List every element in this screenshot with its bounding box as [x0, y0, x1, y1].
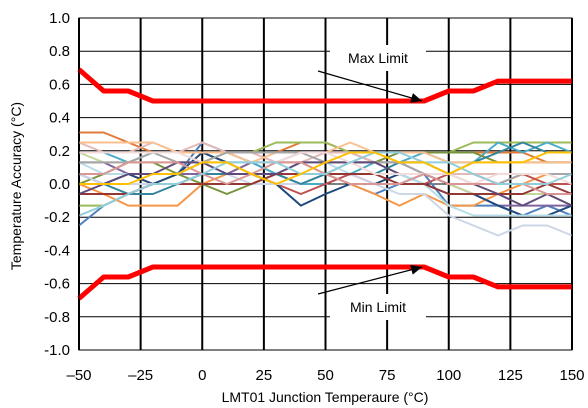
x-tick-label: –50 — [66, 367, 91, 384]
y-tick-label: -0.4 — [44, 242, 70, 259]
y-tick-label: -1.0 — [44, 342, 70, 359]
x-tick-label: 75 — [379, 367, 396, 384]
max-limit-label-box — [330, 45, 426, 71]
min-limit-arrowhead — [410, 264, 423, 275]
plot-area-border — [78, 17, 573, 351]
y-tick-label: 0.2 — [49, 143, 70, 160]
y-tick-label: 0.8 — [49, 43, 70, 60]
limit-lines — [77, 67, 572, 301]
x-tick-label: –25 — [128, 367, 153, 384]
min-limit-label: Min Limit — [350, 299, 406, 315]
max-limit-arrowhead — [410, 93, 423, 103]
y-tick-label: -0.6 — [44, 276, 70, 293]
series-line-21 — [78, 151, 573, 217]
y-tick-label: -0.8 — [44, 309, 70, 326]
series-line-22 — [79, 151, 572, 185]
x-tick-labels: –50 –25 0 25 50 75 100 125 150 — [66, 367, 584, 384]
x-tick-label: 0 — [198, 367, 206, 384]
y-tick-label: 0.4 — [49, 110, 70, 127]
y-tick-label: 0.6 — [49, 76, 70, 93]
annotations: Max Limit Min Limit — [317, 45, 426, 320]
series-line-19 — [79, 151, 573, 185]
x-tick-label: 25 — [256, 367, 273, 384]
data-series — [78, 131, 573, 237]
max-limit-line — [77, 67, 572, 104]
min-limit-arrow-line — [317, 266, 423, 295]
y-tick-label: 0.0 — [49, 176, 70, 193]
y-tick-label: -0.2 — [44, 209, 70, 226]
min-limit-label-box — [330, 294, 426, 320]
y-axis-title: Temperature Accuracy (°C) — [8, 102, 24, 270]
x-tick-label: 125 — [498, 367, 523, 384]
x-tick-label: 50 — [317, 367, 334, 384]
series-line-9 — [78, 151, 573, 217]
y-tick-labels: 1.0 0.8 0.6 0.4 0.2 0.0 -0.2 -0.4 -0.6 -0.8 -1.0 — [44, 10, 70, 359]
y-tick-label: 1.0 — [49, 10, 70, 27]
max-limit-label: Max Limit — [348, 50, 408, 66]
min-limit-line — [77, 264, 572, 301]
x-tick-label: 100 — [436, 367, 461, 384]
x-tick-label: 150 — [559, 367, 584, 384]
x-axis-title: LMT01 Junction Temperaure (°C) — [222, 389, 429, 405]
max-limit-arrow-line — [317, 70, 423, 102]
